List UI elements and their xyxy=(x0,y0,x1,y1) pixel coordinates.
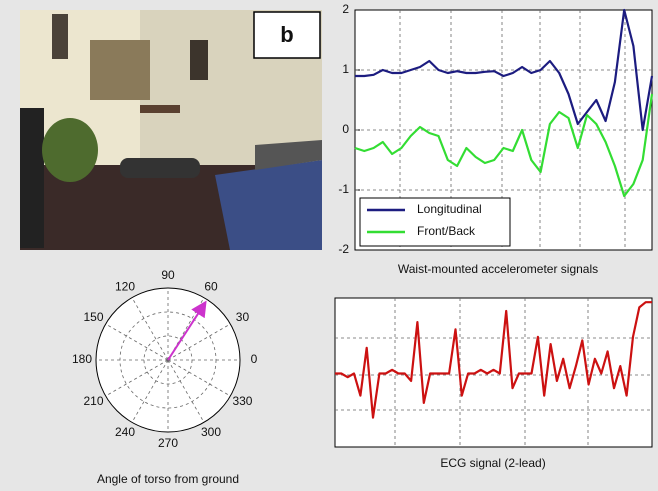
y-tick-label: 1 xyxy=(342,62,349,76)
theta-tick-label: 120 xyxy=(115,279,135,293)
panel-label: b xyxy=(280,22,293,47)
y-tick-label: 2 xyxy=(342,2,349,16)
theta-tick-label: 330 xyxy=(232,394,252,408)
figure: b -2 -1 0 1 2 Longitudinal Front/Back Waist-mo… xyxy=(0,0,658,491)
legend-label: Longitudinal xyxy=(417,202,482,216)
legend-label: Front/Back xyxy=(417,224,476,238)
page: {"panel_label": "b", "chart_data": [ {"t… xyxy=(0,0,658,491)
theta-tick-label: 150 xyxy=(84,310,104,324)
theta-tick-label: 90 xyxy=(161,268,175,282)
theta-tick-label: 30 xyxy=(236,310,250,324)
chart-title: ECG signal (2-lead) xyxy=(440,456,545,470)
polar-chart: 0 30 60 90 120 150 180 210 240 270 300 330 xyxy=(72,268,258,450)
theta-tick-label: 300 xyxy=(201,425,221,439)
chart-title: Angle of torso from ground xyxy=(97,472,239,486)
theta-tick-label: 240 xyxy=(115,425,135,439)
theta-tick-label: 0 xyxy=(251,352,258,366)
y-tick-label: -1 xyxy=(338,182,349,196)
theta-tick-label: 180 xyxy=(72,352,92,366)
chart-title: Waist-mounted accelerometer signals xyxy=(398,262,598,276)
theta-tick-label: 60 xyxy=(204,279,218,293)
theta-tick-label: 210 xyxy=(84,394,104,408)
theta-tick-label: 270 xyxy=(158,436,178,450)
y-tick-label: 0 xyxy=(342,122,349,136)
y-tick-label: -2 xyxy=(338,242,349,256)
legend: Longitudinal Front/Back xyxy=(360,198,510,246)
